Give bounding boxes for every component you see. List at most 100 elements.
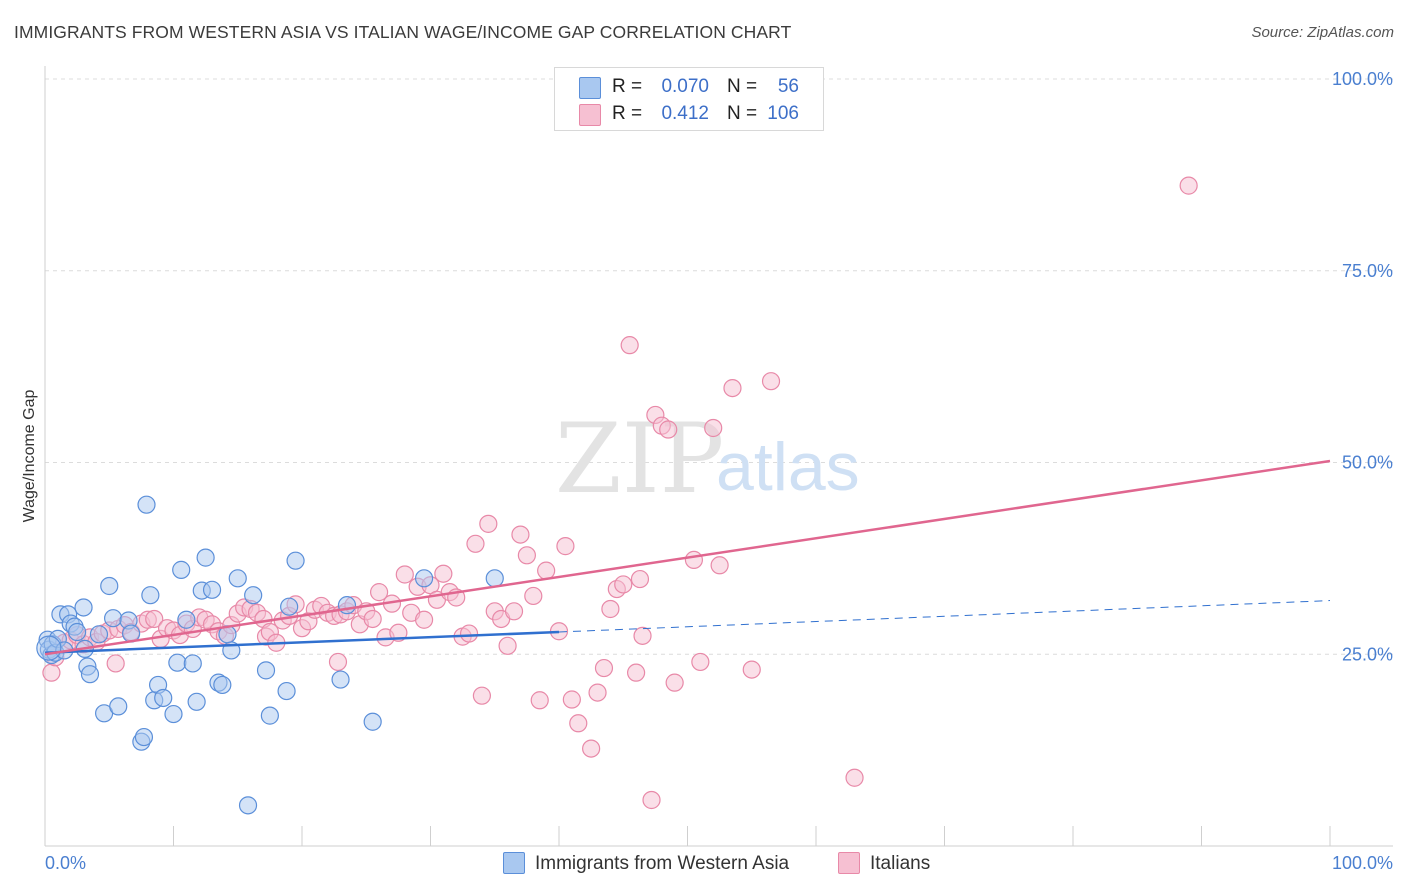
data-point-italians [530, 691, 549, 710]
data-point-western-asia [109, 697, 128, 716]
legend-n-value: 56 [777, 76, 799, 97]
data-point-italians [614, 575, 633, 594]
legend-n-label: N = [727, 103, 758, 124]
trend-lines [44, 459, 1331, 656]
legend-row-italians: R = 0.412 N = 106 [555, 101, 823, 127]
data-point-western-asia [80, 665, 100, 684]
data-point-western-asia [36, 635, 62, 661]
legend-r-value: 0.070 [661, 76, 709, 97]
trend-line-western-asia [44, 630, 560, 654]
data-point-western-asia [280, 597, 299, 616]
data-point-italians [395, 565, 414, 584]
legend-r-value: 0.412 [661, 103, 709, 124]
data-point-western-asia [164, 704, 183, 724]
data-point-italians [498, 636, 517, 655]
legend-swatch-pink [838, 852, 860, 874]
legend-label: Italians [870, 853, 931, 874]
legend-n-value: 106 [767, 103, 799, 124]
data-point-italians [511, 525, 530, 544]
data-point-italians [601, 599, 620, 619]
data-point-italians [556, 537, 575, 556]
data-point-western-asia [168, 653, 187, 672]
trend-extension-western-asia [558, 600, 1331, 633]
data-point-western-asia [154, 688, 173, 708]
data-point-italians [466, 534, 485, 553]
legend-swatch-blue [579, 77, 601, 99]
y-tick-label: 50.0% [1342, 453, 1393, 473]
axes-layer [44, 66, 1393, 847]
watermark-zip: ZIP [555, 403, 724, 515]
data-point-italians [691, 652, 710, 672]
data-point-western-asia [141, 586, 160, 605]
data-point-italians [328, 652, 348, 672]
data-point-western-asia [213, 675, 232, 695]
data-point-italians [145, 609, 164, 629]
data-point-western-asia [331, 670, 350, 689]
data-point-italians [472, 686, 491, 705]
data-point-western-asia [238, 796, 258, 815]
data-point-western-asia [196, 548, 215, 567]
data-point-western-asia [244, 586, 263, 605]
data-point-western-asia [172, 560, 191, 579]
source-label: Source: ZipAtlas.com [1251, 24, 1394, 41]
data-point-western-asia [183, 654, 202, 673]
data-point-italians [642, 790, 661, 810]
y-tick-label: 100.0% [1332, 69, 1393, 89]
data-point-italians [704, 418, 723, 438]
data-point-western-asia [89, 625, 109, 644]
x-tick-label: 100.0% [1332, 853, 1393, 873]
data-point-italians [504, 602, 524, 621]
data-point-western-asia [134, 727, 154, 747]
data-point-western-asia [104, 609, 123, 628]
data-point-italians [594, 658, 614, 678]
legend-swatch-blue [503, 852, 525, 874]
data-point-western-asia [414, 569, 434, 588]
data-point-italians [845, 768, 864, 787]
data-point-italians [370, 583, 389, 602]
data-point-italians [659, 420, 678, 439]
trend-line-italians [44, 459, 1331, 656]
data-point-italians [665, 673, 684, 692]
data-point-western-asia [177, 610, 196, 629]
data-point-western-asia [100, 576, 119, 596]
data-point-western-asia [286, 551, 305, 570]
data-point-italians [626, 663, 646, 682]
data-point-western-asia [137, 495, 156, 514]
data-point-western-asia [277, 681, 296, 701]
data-point-italians [633, 626, 652, 645]
data-point-italians [459, 624, 479, 643]
watermark: ZIP atlas [555, 403, 860, 515]
series-western-asia [36, 495, 504, 815]
data-point-western-asia [187, 692, 206, 711]
data-point-italians [479, 514, 498, 533]
data-point-italians [569, 714, 588, 733]
data-point-italians [42, 663, 61, 682]
chart-title: IMMIGRANTS FROM WESTERN ASIA VS ITALIAN … [14, 22, 792, 42]
data-point-western-asia [337, 596, 357, 615]
data-point-western-asia [363, 712, 382, 731]
data-point-italians [761, 372, 781, 391]
data-point-italians [620, 336, 639, 355]
data-point-italians [582, 739, 601, 758]
data-point-italians [537, 561, 556, 580]
data-point-western-asia [74, 598, 93, 617]
data-point-western-asia [485, 569, 504, 588]
grid-layer [45, 78, 1393, 655]
data-point-italians [742, 660, 761, 679]
data-point-italians [414, 610, 434, 629]
legend-swatch-pink [579, 104, 601, 126]
data-point-western-asia [68, 622, 87, 642]
legend-label: Immigrants from Western Asia [535, 853, 790, 874]
data-point-italians [1179, 176, 1198, 195]
y-tick-label: 75.0% [1342, 261, 1393, 281]
y-axis-label: Wage/Income Gap [21, 390, 38, 523]
data-point-western-asia [228, 569, 247, 588]
data-point-italians [588, 683, 607, 702]
data-point-italians [517, 546, 536, 565]
x-tick-label: 0.0% [45, 853, 86, 873]
data-point-italians [723, 379, 742, 398]
data-point-italians [684, 550, 704, 570]
data-point-western-asia [260, 706, 279, 725]
legend-n-label: N = [727, 76, 758, 97]
